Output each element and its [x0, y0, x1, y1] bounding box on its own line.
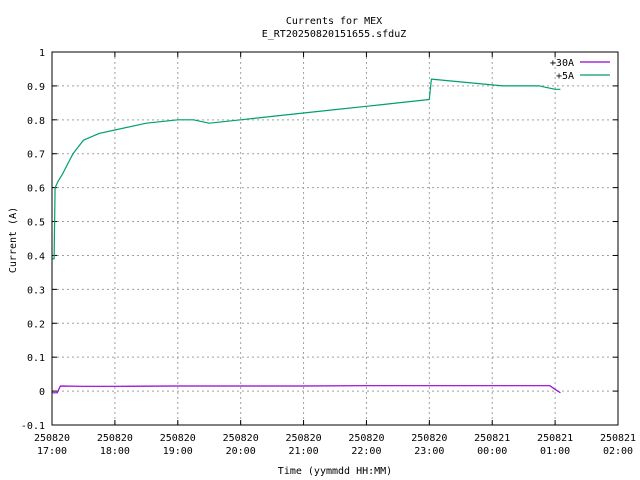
x-tick-label-time: 19:00	[163, 446, 193, 457]
x-axis-label: Time (yymmdd HH:MM)	[278, 466, 392, 477]
x-tick-label-time: 20:00	[226, 446, 256, 457]
y-tick-label: 0.8	[27, 116, 45, 127]
x-tick-label-time: 21:00	[289, 446, 319, 457]
y-tick-label: 0.7	[27, 150, 45, 161]
y-axis: -0.1 0 0.1 0.2 0.3 0.4 0.5 0.6 0.7 0.8 0.9 1	[21, 48, 618, 432]
x-tick-label-time: 17:00	[37, 446, 67, 457]
legend-label: +5A	[556, 71, 574, 82]
x-tick-label-date: 250820	[348, 433, 384, 444]
y-tick-label: 0.5	[27, 218, 45, 229]
chart-subtitle: E_RT20250820151655.sfduZ	[262, 29, 407, 40]
series-line-1	[52, 385, 561, 394]
x-tick-label-time: 02:00	[603, 446, 633, 457]
x-tick-label-date: 250820	[160, 433, 196, 444]
series-layer	[52, 78, 561, 394]
x-tick-label-time: 18:00	[100, 446, 130, 457]
x-tick-label-date: 250820	[285, 433, 321, 444]
x-tick-label-date: 250820	[97, 433, 133, 444]
y-tick-label: 0.2	[27, 319, 45, 330]
x-tick-label-date: 250821	[537, 433, 573, 444]
y-tick-label: 1	[39, 48, 45, 59]
x-axis: 250820 17:00 250820 18:00 250820 19:00 250820 2…	[34, 52, 636, 457]
legend-label: +30A	[550, 58, 574, 69]
x-tick-label-date: 250820	[223, 433, 259, 444]
y-tick-label: 0.9	[27, 82, 45, 93]
chart-title: Currents for MEX	[286, 16, 382, 27]
x-tick-label-date: 250821	[600, 433, 636, 444]
y-tick-label: 0	[39, 387, 45, 398]
y-tick-label: 0.4	[27, 251, 45, 262]
legend: +30A +5A	[550, 58, 610, 82]
x-tick-label-time: 23:00	[414, 446, 444, 457]
x-tick-label-date: 250821	[474, 433, 510, 444]
y-axis-label: Current (A)	[8, 207, 19, 273]
y-tick-label: 0.6	[27, 184, 45, 195]
x-tick-label-time: 00:00	[477, 446, 507, 457]
x-tick-label-date: 250820	[411, 433, 447, 444]
y-tick-label: -0.1	[21, 421, 45, 432]
x-tick-label-time: 22:00	[351, 446, 381, 457]
series-line-2	[52, 78, 561, 260]
x-tick-label-time: 01:00	[540, 446, 570, 457]
y-tick-label: 0.1	[27, 353, 45, 364]
y-tick-label: 0.3	[27, 285, 45, 296]
plot-frame	[51, 51, 619, 426]
grid	[52, 52, 618, 425]
x-tick-label-date: 250820	[34, 433, 70, 444]
